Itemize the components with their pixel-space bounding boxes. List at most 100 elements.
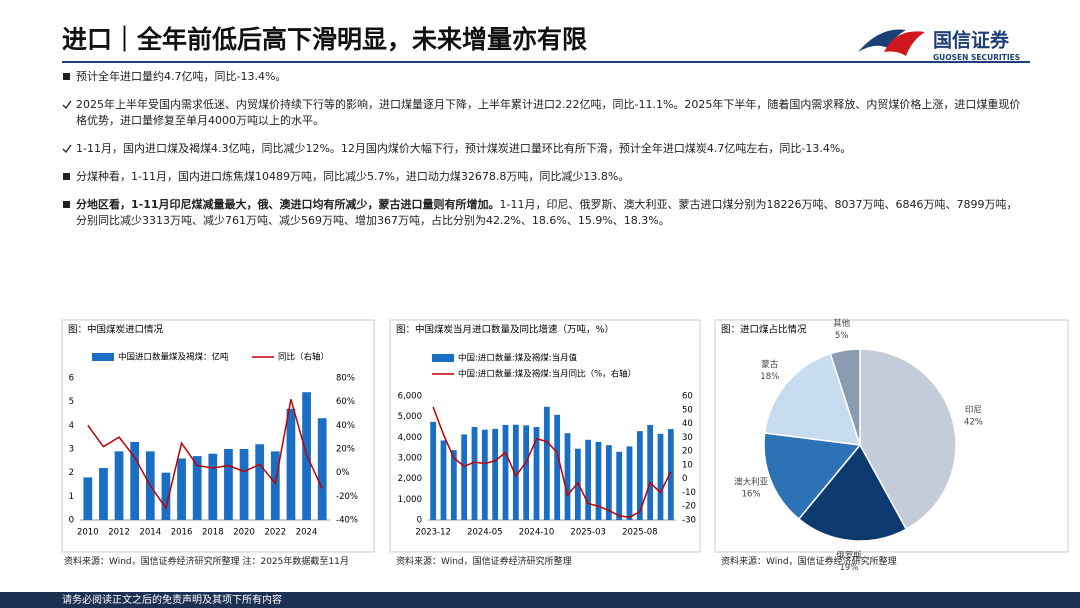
bar <box>471 427 478 520</box>
bar <box>255 444 265 520</box>
y-tick-label: 6 <box>69 374 74 384</box>
bar <box>161 472 171 520</box>
bullet: 分地区看，1-11月印尼煤减量最大，俄、澳进口均有所减少，蒙古进口量则有所增加。… <box>62 197 1022 229</box>
header-rule <box>62 61 1030 63</box>
legend-label: 中国:进口数量:煤及褐煤:当月同比（%，右轴） <box>458 369 636 380</box>
y-tick-label: 0 <box>69 516 74 526</box>
x-tick-label: 2010 <box>77 528 99 538</box>
x-tick-label: 2025-08 <box>622 528 658 538</box>
pie-label: 印尼 <box>965 404 982 415</box>
x-tick-label: 2014 <box>139 528 161 538</box>
source-note: 资料来源：Wind，国信证券经济研究所整理 <box>396 557 572 567</box>
y-tick-label: 2 <box>69 468 74 478</box>
bar <box>430 421 437 520</box>
bar <box>224 449 233 520</box>
bar <box>585 439 592 520</box>
y2-tick-label: -40% <box>336 516 358 526</box>
bar <box>317 418 327 520</box>
chart-title: 图：中国煤炭进口情况 <box>68 324 164 336</box>
y2-tick-label: -20% <box>336 492 358 502</box>
y-tick-label: 0 <box>417 516 422 526</box>
legend-label: 中国进口数量煤及褐煤：亿吨 <box>118 352 229 363</box>
y2-tick-label: 0 <box>682 474 687 484</box>
x-tick-label: 2018 <box>202 528 224 538</box>
bar <box>192 456 202 520</box>
chart-panel <box>714 319 1069 553</box>
bar <box>647 424 654 520</box>
y-tick-label: 1 <box>69 492 74 502</box>
y-tick-label: 5,000 <box>398 412 422 422</box>
pie-label: 其他 <box>833 318 851 329</box>
legend-label: 中国:进口数量:煤及褐煤:当月值 <box>458 353 578 364</box>
bar <box>616 451 623 520</box>
bar <box>636 431 643 520</box>
y-tick-label: 3,000 <box>398 454 422 464</box>
footer-text: 请务必阅读正文之后的免责声明及其项下所有内容 <box>62 593 282 606</box>
bullet-text: 分煤种看，1-11月，国内进口炼焦煤10489万吨，同比减少5.7%，进口动力煤… <box>76 170 630 183</box>
chart-title: 图：进口煤占比情况 <box>721 324 807 336</box>
y-tick-label: 5 <box>69 397 74 407</box>
bar <box>657 433 664 520</box>
source-note: 资料来源：Wind，国信证券经济研究所整理 注：2025年数据截至11月 <box>64 557 349 567</box>
pie-label: 蒙古 <box>761 359 779 370</box>
bullet-text: 1-11月，国内进口煤及褐煤4.3亿吨，同比减少12%。12月国内煤价大幅下行，… <box>76 142 852 155</box>
pie-slice <box>763 352 862 446</box>
bar <box>450 450 457 520</box>
y2-tick-label: -20 <box>682 502 696 512</box>
y2-tick-label: 40% <box>336 421 355 431</box>
bar <box>512 424 519 520</box>
bullet-text: 2025年上半年受国内需求低迷、内贸煤价持续下行等的影响，进口煤量逐月下降，上半… <box>76 98 1021 127</box>
bar <box>595 441 602 520</box>
x-tick-label: 2022 <box>264 528 286 538</box>
bar <box>667 429 674 520</box>
logo-subtext: GUOSEN SECURITIES <box>933 53 1020 62</box>
legend-label: 同比（右轴） <box>278 352 329 363</box>
y2-tick-label: 60 <box>682 392 693 402</box>
bar <box>114 451 124 520</box>
y2-tick-label: 40 <box>682 419 693 429</box>
x-tick-label: 2025-03 <box>570 528 606 538</box>
y-tick-label: 3 <box>69 445 74 455</box>
source-note: 资料来源：Wind，国信证券经济研究所整理 <box>721 557 897 567</box>
bar <box>208 453 218 520</box>
logo-mark-blue <box>858 29 906 52</box>
bar <box>502 424 509 520</box>
check-icon <box>62 144 72 154</box>
bar <box>130 441 140 520</box>
x-tick-label: 2020 <box>233 528 255 538</box>
y-tick-label: 4 <box>69 421 74 431</box>
bar <box>554 414 561 520</box>
y2-tick-label: 60% <box>336 397 355 407</box>
y2-tick-label: -10 <box>682 488 696 498</box>
logo-mark-red <box>884 31 925 56</box>
pie-slice <box>797 443 908 542</box>
bar <box>440 440 447 520</box>
legend-swatch <box>92 353 114 361</box>
y-tick-label: 2,000 <box>398 474 422 484</box>
bar <box>605 445 612 520</box>
bar <box>239 449 249 520</box>
check-icon <box>62 100 72 110</box>
bullet-text: 预计全年进口量约4.7亿吨，同比-13.4%。 <box>76 70 287 83</box>
y2-tick-label: 0% <box>336 468 350 478</box>
bullet-bold: 分地区看，1-11月印尼煤减量最大，俄、澳进口均有所减少，蒙古进口量则有所增加。 <box>76 198 500 211</box>
pie-value-label: 18% <box>760 372 779 382</box>
pie-value-label: 42% <box>964 417 983 427</box>
bar <box>461 434 468 520</box>
bullet: 分煤种看，1-11月，国内进口炼焦煤10489万吨，同比减少5.7%，进口动力煤… <box>62 169 1022 185</box>
bar <box>286 408 296 520</box>
x-tick-label: 2016 <box>171 528 193 538</box>
y-tick-label: 4,000 <box>398 433 422 443</box>
bar <box>99 467 108 520</box>
bullet: 2025年上半年受国内需求低迷、内贸煤价持续下行等的影响，进口煤量逐月下降，上半… <box>62 97 1022 129</box>
chart-panel <box>389 319 701 553</box>
pie-label: 澳大利亚 <box>734 477 769 488</box>
bullet: 预计全年进口量约4.7亿吨，同比-13.4%。 <box>62 69 1022 85</box>
pie-slice <box>859 348 957 531</box>
bar <box>481 429 488 520</box>
bullet: 1-11月，国内进口煤及褐煤4.3亿吨，同比减少12%。12月国内煤价大幅下行，… <box>62 141 1022 157</box>
x-tick-label: 2023-12 <box>415 528 451 538</box>
x-tick-label: 2012 <box>108 528 130 538</box>
